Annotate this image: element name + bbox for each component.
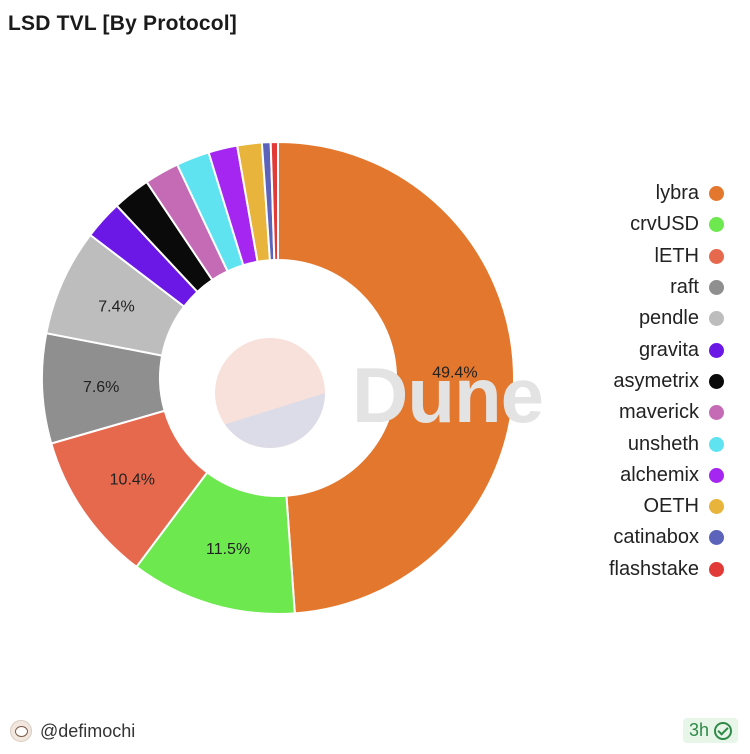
legend-item-oeth[interactable]: OETH — [504, 491, 724, 522]
status-badge: 3h — [682, 718, 738, 743]
legend-swatch — [709, 217, 724, 233]
legend-label: unsheth — [627, 432, 699, 455]
legend-swatch — [709, 405, 724, 421]
legend-item-flashstake[interactable]: flashstake — [504, 554, 724, 585]
legend-item-lybra[interactable]: lybra — [504, 178, 724, 209]
slice-label-lybra: 49.4% — [432, 365, 477, 382]
legend-item-leth[interactable]: lETH — [504, 241, 724, 272]
legend-item-alchemix[interactable]: alchemix — [504, 460, 724, 491]
legend-label: OETH — [643, 495, 699, 518]
badge-time: 3h — [688, 720, 709, 740]
legend-swatch — [709, 561, 724, 577]
legend-label: crvUSD — [630, 213, 699, 236]
legend-label: catinabox — [613, 526, 699, 549]
legend-swatch — [709, 499, 724, 515]
check-circle-icon — [714, 721, 732, 740]
avatar — [10, 720, 32, 742]
legend-swatch — [709, 436, 724, 452]
legend-item-gravita[interactable]: gravita — [504, 334, 724, 365]
slice-lybra[interactable] — [277, 140, 515, 615]
slice-label-pendle: 7.4% — [98, 299, 134, 316]
legend-swatch — [709, 280, 724, 296]
legend-item-crvusd[interactable]: crvUSD — [504, 209, 724, 240]
legend-item-unsheth[interactable]: unsheth — [504, 428, 724, 459]
legend-label: asymetrix — [613, 369, 699, 392]
slice-flashstake[interactable] — [269, 140, 279, 262]
legend-item-raft[interactable]: raft — [504, 272, 724, 303]
legend-label: gravita — [638, 338, 699, 361]
legend-label: maverick — [618, 401, 699, 424]
legend-swatch — [709, 342, 724, 358]
chart-title: LSD TVL [By Protocol] — [8, 12, 237, 35]
slice-label-leth: 10.4% — [110, 472, 155, 489]
legend-label: alchemix — [620, 463, 699, 486]
legend-label: raft — [670, 276, 699, 299]
legend-swatch — [709, 530, 724, 546]
dune-watermark: Dune — [352, 351, 544, 439]
legend-label: lybra — [655, 182, 699, 205]
chart-legend: lybra crvUSD lETH raft pendle gravita asymetri… — [504, 178, 724, 585]
dune-logo-lower — [224, 393, 325, 448]
legend-swatch — [709, 311, 724, 327]
legend-label: lETH — [654, 244, 699, 267]
author-footer[interactable]: @defimochi — [10, 720, 135, 742]
legend-swatch — [709, 373, 724, 389]
legend-item-maverick[interactable]: maverick — [504, 397, 724, 428]
legend-label: flashstake — [608, 557, 699, 580]
legend-label: pendle — [638, 307, 699, 330]
legend-item-asymetrix[interactable]: asymetrix — [504, 366, 724, 397]
slice-label-raft: 7.6% — [83, 379, 119, 396]
legend-swatch — [709, 248, 724, 264]
slice-label-crvusd: 11.5% — [206, 541, 250, 558]
legend-item-catinabox[interactable]: catinabox — [504, 522, 724, 553]
author-handle: @defimochi — [40, 720, 136, 741]
legend-swatch — [709, 467, 724, 483]
legend-swatch — [709, 186, 724, 202]
legend-item-pendle[interactable]: pendle — [504, 303, 724, 334]
